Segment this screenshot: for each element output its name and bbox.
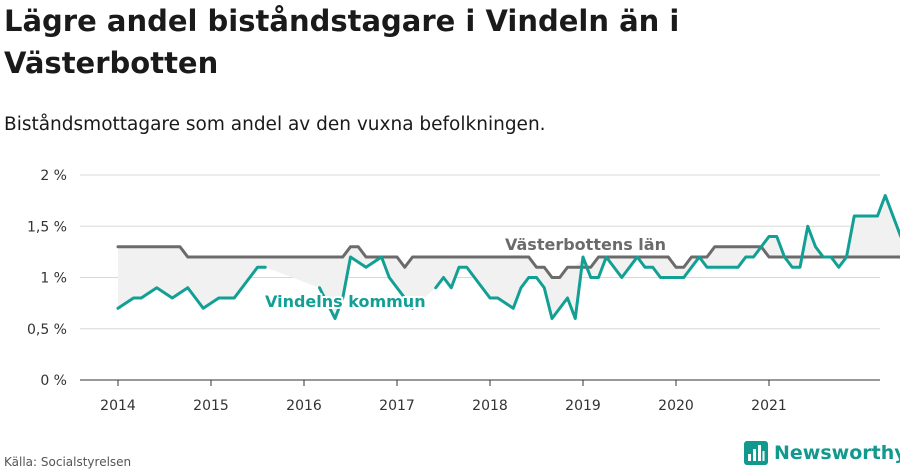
x-tick-label: 2019 [565, 398, 601, 414]
chart-subtitle: Biståndsmottagare som andel av den vuxna… [4, 114, 546, 135]
line-vindeln [116, 265, 267, 310]
brand-name: Newsworthy [774, 442, 900, 464]
x-tick-label: 2020 [658, 398, 694, 414]
x-tick-label: 2018 [472, 398, 508, 414]
x-tick-label: 2021 [751, 398, 787, 414]
line-vindeln [434, 194, 900, 320]
brand-logo[interactable]: Newsworthy [744, 441, 900, 465]
line-vasterbotten [116, 245, 900, 279]
y-axis-tick-labels: 0 % 0,5 % 1 % 1,5 % 2 % [27, 168, 67, 389]
line-chart: 0 % 0,5 % 1 % 1,5 % 2 % 2014 2015 2016 2017 2018… [27, 168, 900, 414]
y-tick-label: 1 % [40, 271, 67, 287]
line-vindeln [318, 255, 414, 320]
newsworthy-logo-icon [744, 441, 768, 465]
x-tick-label: 2015 [193, 398, 229, 414]
series-lines [116, 194, 900, 320]
y-tick-label: 0,5 % [27, 322, 67, 338]
series-label-vasterbotten: Västerbottens län [505, 235, 666, 254]
x-axis: 2014 2015 2016 2017 2018 2019 2020 2021 [80, 379, 880, 414]
series-label-vindeln: Vindelns kommun [265, 292, 426, 311]
x-tick-label: 2014 [100, 398, 136, 414]
y-tick-label: 1,5 % [27, 219, 67, 235]
x-tick-label: 2017 [379, 398, 415, 414]
source-note: Källa: Socialstyrelsen [4, 455, 132, 469]
x-tick-label: 2016 [286, 398, 322, 414]
y-tick-label: 0 % [40, 373, 67, 389]
chart-title: Lägre andel biståndstagare i Vindeln än … [4, 4, 680, 80]
y-tick-label: 2 % [40, 168, 67, 184]
